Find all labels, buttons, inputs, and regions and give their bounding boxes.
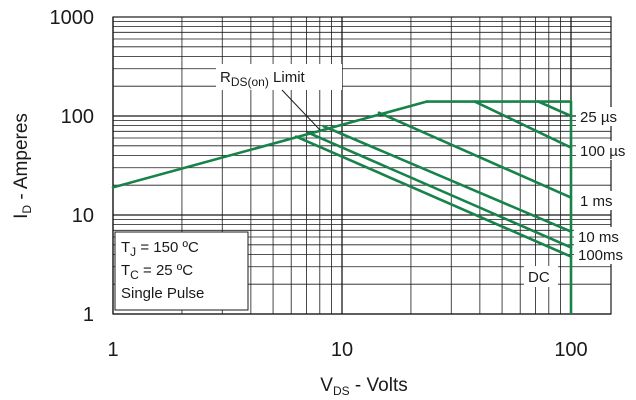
condition-single-pulse: Single Pulse [121,285,204,302]
rds-limit-annotation: RDS(on) Limit [216,64,342,131]
plot-frame [112,16,612,315]
rds-limit-leader-line [281,89,321,131]
series-label: 25 µs [580,109,617,126]
dc-label-background [524,266,558,287]
data-lines [111,100,573,314]
tick-labels: 1 10 100 1 10 100 1000 [50,7,588,361]
x-tick-label: 100 [554,339,587,361]
series-label: 1 ms [580,193,613,210]
condition-junction-temp: TJ = 150 ºC [121,239,199,259]
rds-limit-line [111,100,429,189]
condition-case-temp: TC = 25 ºC [121,262,193,282]
series-label-background [576,107,631,126]
series-line [473,100,573,149]
x-tick-label: 10 [331,339,353,361]
series-line [537,100,573,118]
series-label: 100 µs [580,143,625,160]
series-label-background [576,191,631,210]
y-tick-label: 100 [61,106,94,128]
series-label-background [574,245,629,264]
conditions-box-frame [114,231,249,311]
y-tick-label: 1000 [50,7,95,29]
series-line [306,131,573,249]
series-line [322,124,573,233]
rds-limit-label: RDS(on) Limit [220,69,306,89]
series-line [377,111,573,199]
series-label: DC [528,269,550,286]
series-label-background [574,227,629,246]
series-label: 10 ms [578,229,619,246]
y-tick-label: 1 [83,304,94,326]
series-label: 100ms [578,247,623,264]
y-axis-label: ID - Amperes [11,113,34,219]
rds-label-background [216,64,342,90]
x-axis-label: VDS - Volts [320,375,407,398]
conditions-box: TJ = 150 ºC TC = 25 ºC Single Pulse [114,231,249,311]
series-label-background [576,141,631,160]
y-tick-label: 10 [72,205,94,227]
series-line [294,135,573,258]
x-tick-label: 1 [107,339,118,361]
